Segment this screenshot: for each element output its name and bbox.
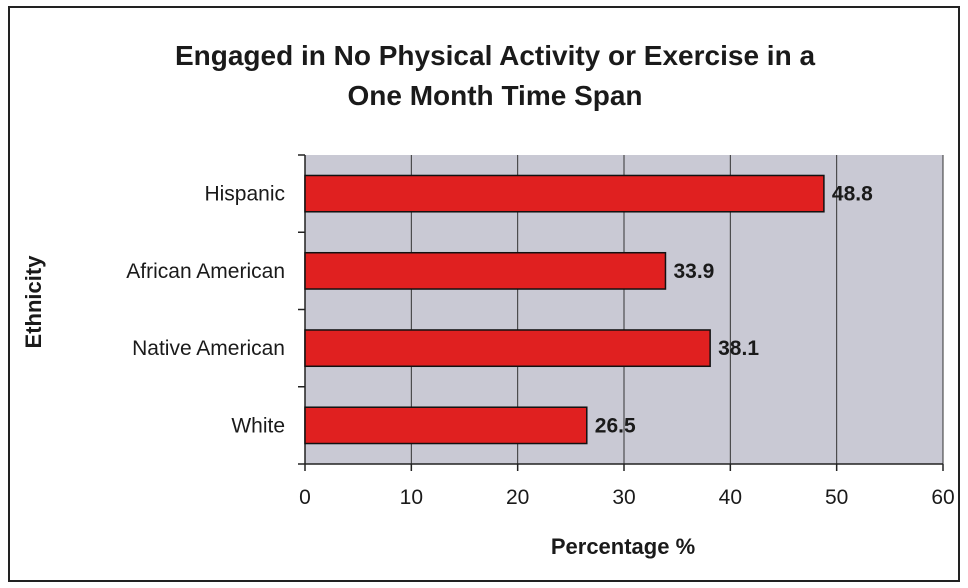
value-label: 33.9 bbox=[673, 260, 714, 283]
category-label: White bbox=[231, 414, 285, 437]
category-label: Hispanic bbox=[204, 183, 285, 206]
bar bbox=[305, 175, 824, 211]
value-label: 48.8 bbox=[832, 183, 873, 206]
value-label: 38.1 bbox=[718, 337, 759, 360]
bar bbox=[305, 330, 710, 366]
bar bbox=[305, 407, 587, 443]
bar bbox=[305, 253, 665, 289]
x-tick-label: 60 bbox=[931, 486, 954, 509]
x-tick-label: 30 bbox=[612, 486, 635, 509]
x-tick-label: 0 bbox=[299, 486, 311, 509]
category-label: African American bbox=[126, 260, 285, 283]
value-label: 26.5 bbox=[595, 414, 636, 437]
x-tick-label: 20 bbox=[506, 486, 529, 509]
x-axis-label: Percentage % bbox=[551, 534, 695, 560]
category-label: Native American bbox=[132, 337, 285, 360]
x-tick-label: 10 bbox=[400, 486, 423, 509]
y-axis-label: Ethnicity bbox=[21, 256, 47, 349]
x-tick-label: 50 bbox=[825, 486, 848, 509]
x-tick-label: 40 bbox=[719, 486, 742, 509]
